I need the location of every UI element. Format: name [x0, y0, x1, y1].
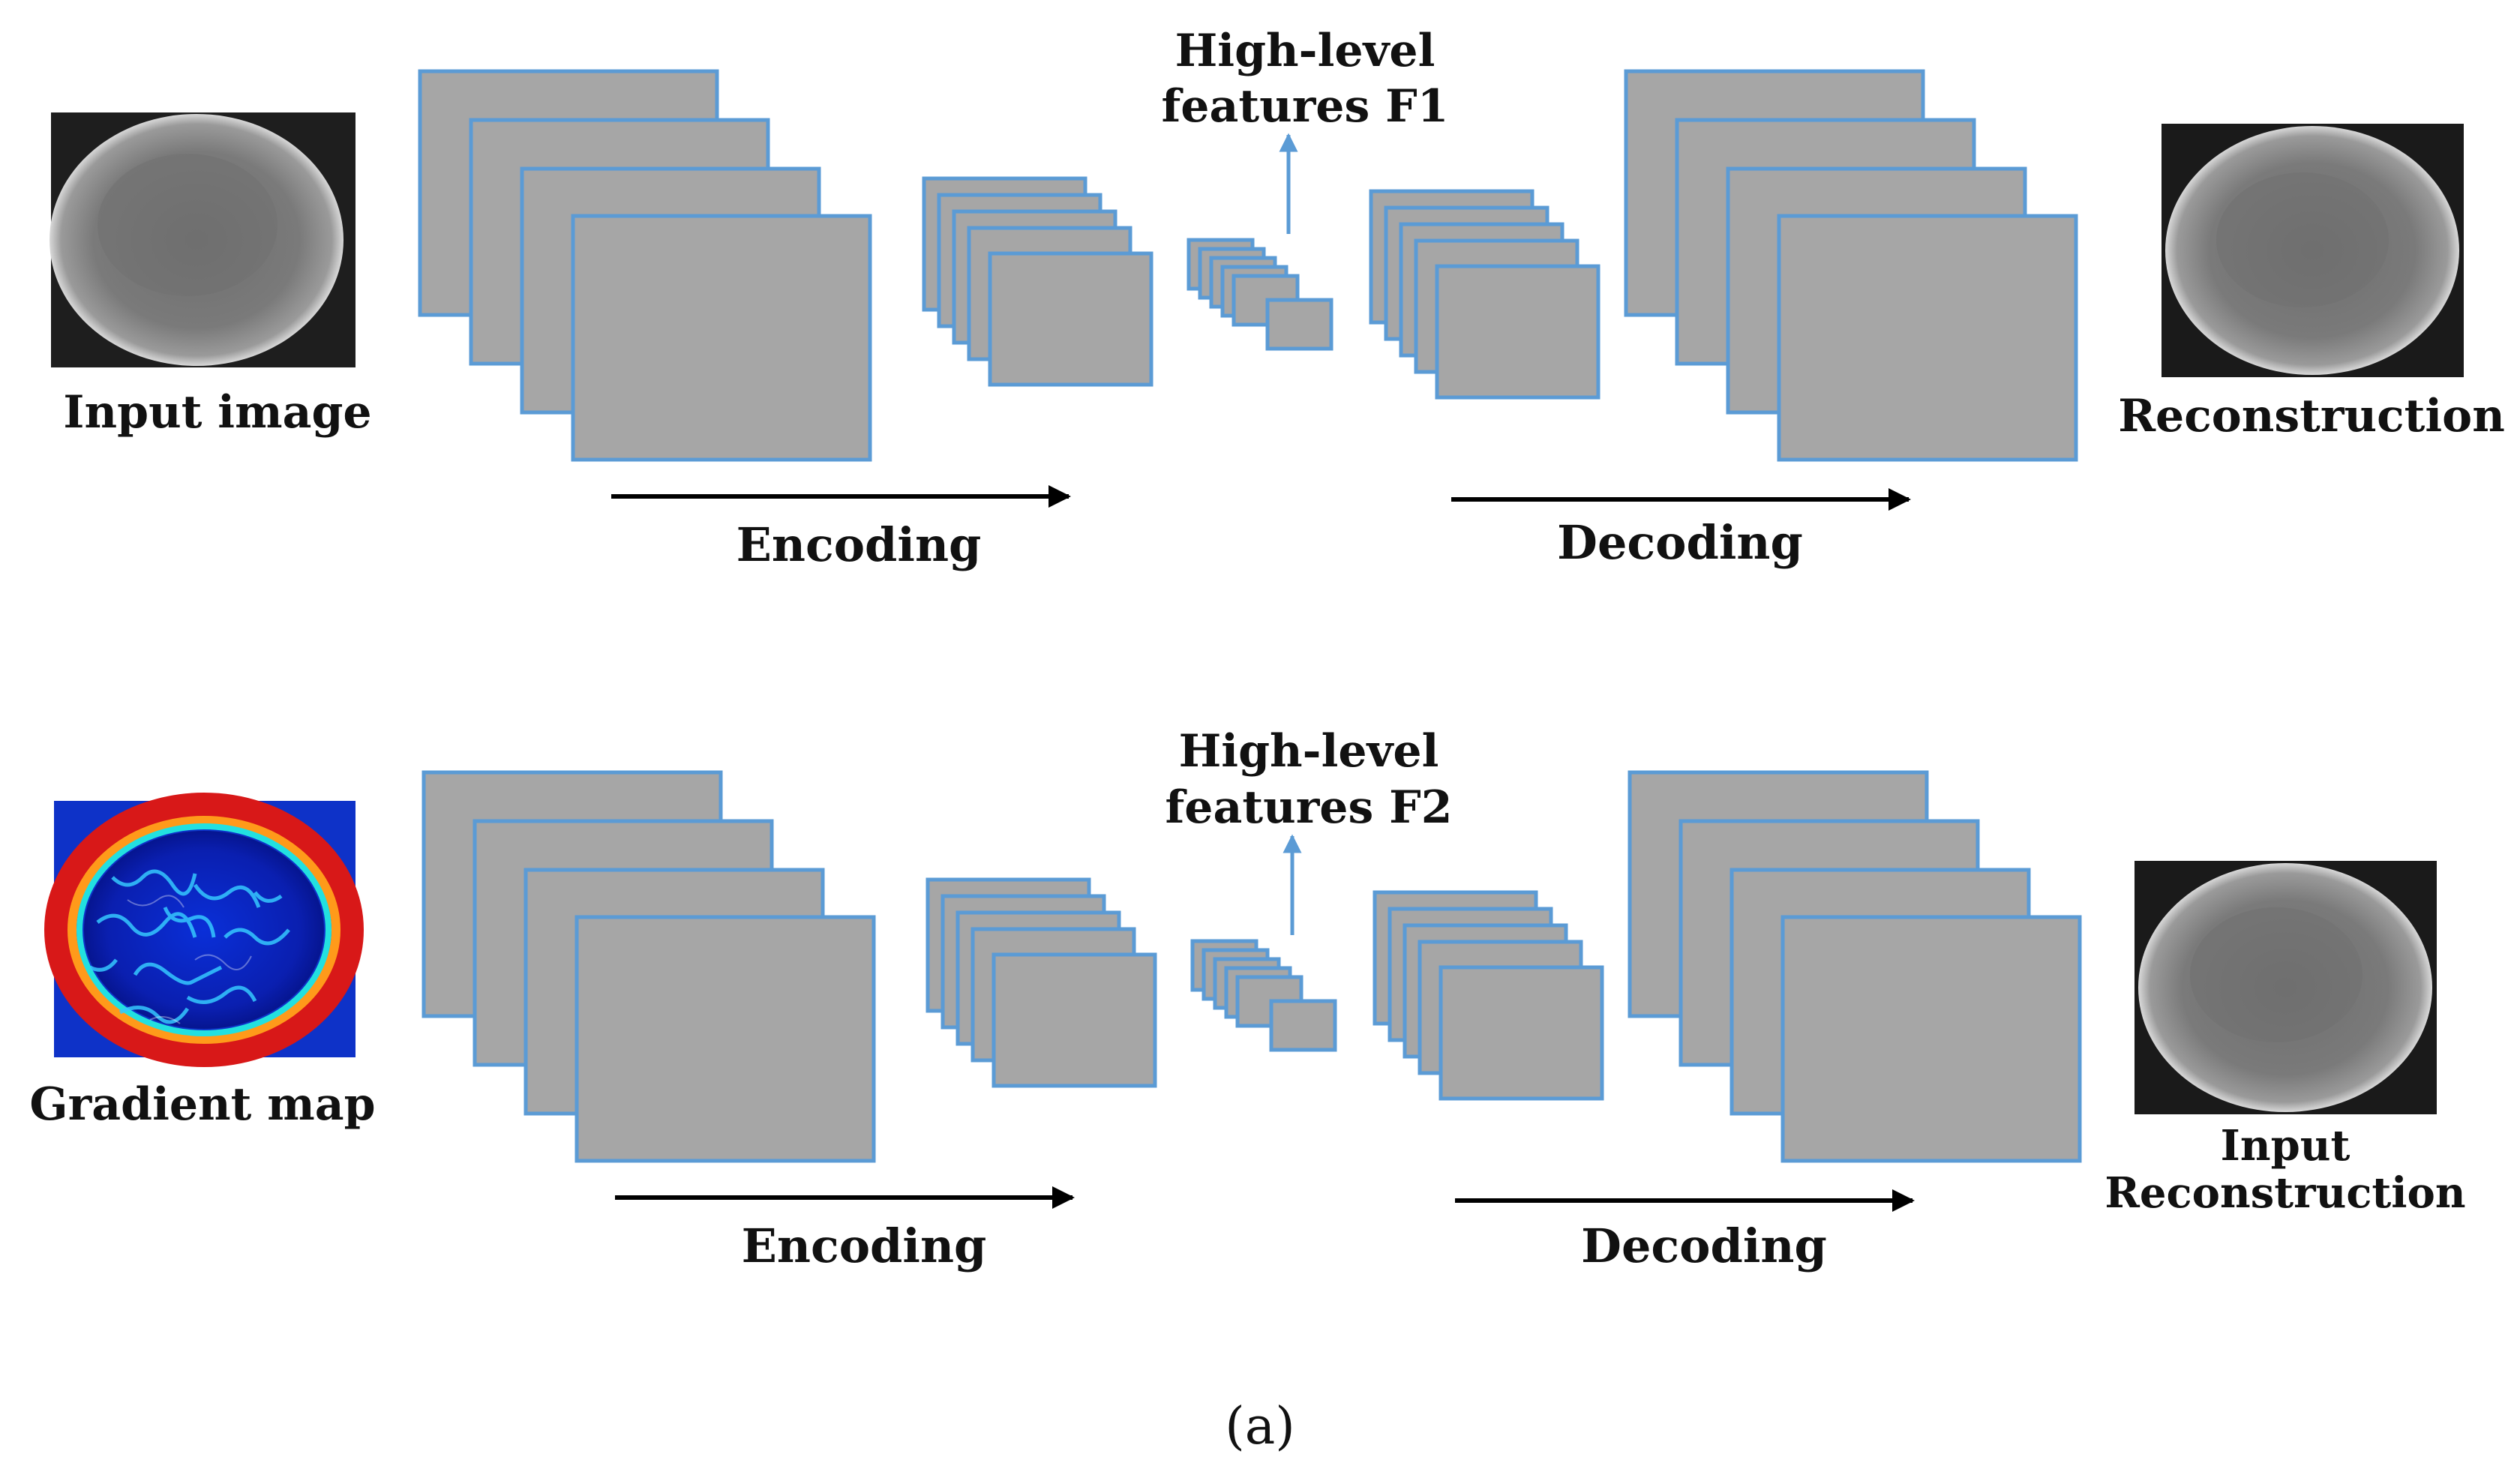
features-label-2-line1: High-level [1179, 725, 1439, 778]
reconstruction-label-1: Reconstruction [2118, 390, 2505, 442]
reconstruction-label-2-line2: Reconstruction [2104, 1168, 2465, 1218]
bottleneck-stack [1186, 238, 1334, 351]
gradient-map-label: Gradient map [29, 1078, 375, 1131]
encoder-stack-medium-2 [926, 877, 1157, 1088]
reconstruction-image-1 [2162, 124, 2464, 377]
encoder-stack-medium [922, 176, 1154, 387]
decoder-stack-medium-2 [1372, 890, 1604, 1101]
encoder-stack-large-2 [422, 770, 876, 1163]
decoding-label-2: Decoding [1581, 1219, 1827, 1273]
features-label-1-line1: High-level [1175, 25, 1436, 77]
features-label-1-line2: features F1 [1162, 80, 1449, 133]
features-label-2-line2: features F2 [1166, 781, 1453, 834]
gradient-map-image [44, 793, 364, 1067]
encoding-label-2: Encoding [742, 1219, 987, 1273]
decoder-stack-medium [1369, 189, 1600, 400]
input-image [50, 112, 356, 367]
row-1: Input image [50, 25, 2505, 572]
bottleneck-stack-2 [1190, 939, 1337, 1052]
input-image-label: Input image [63, 386, 371, 439]
encoder-stack-large [418, 69, 872, 462]
decoder-stack-large [1624, 69, 2078, 462]
reconstruction-image-2 [2134, 861, 2437, 1114]
encoding-label-1: Encoding [736, 517, 982, 572]
row-2: Gradient map [29, 725, 2465, 1273]
figure-caption: (a) [1225, 1397, 1295, 1456]
decoder-stack-large-2 [1628, 770, 2082, 1163]
gradient-texture [88, 869, 290, 1024]
reconstruction-label-2-line1: Input [2221, 1121, 2350, 1171]
decoding-label-1: Decoding [1557, 515, 1803, 570]
